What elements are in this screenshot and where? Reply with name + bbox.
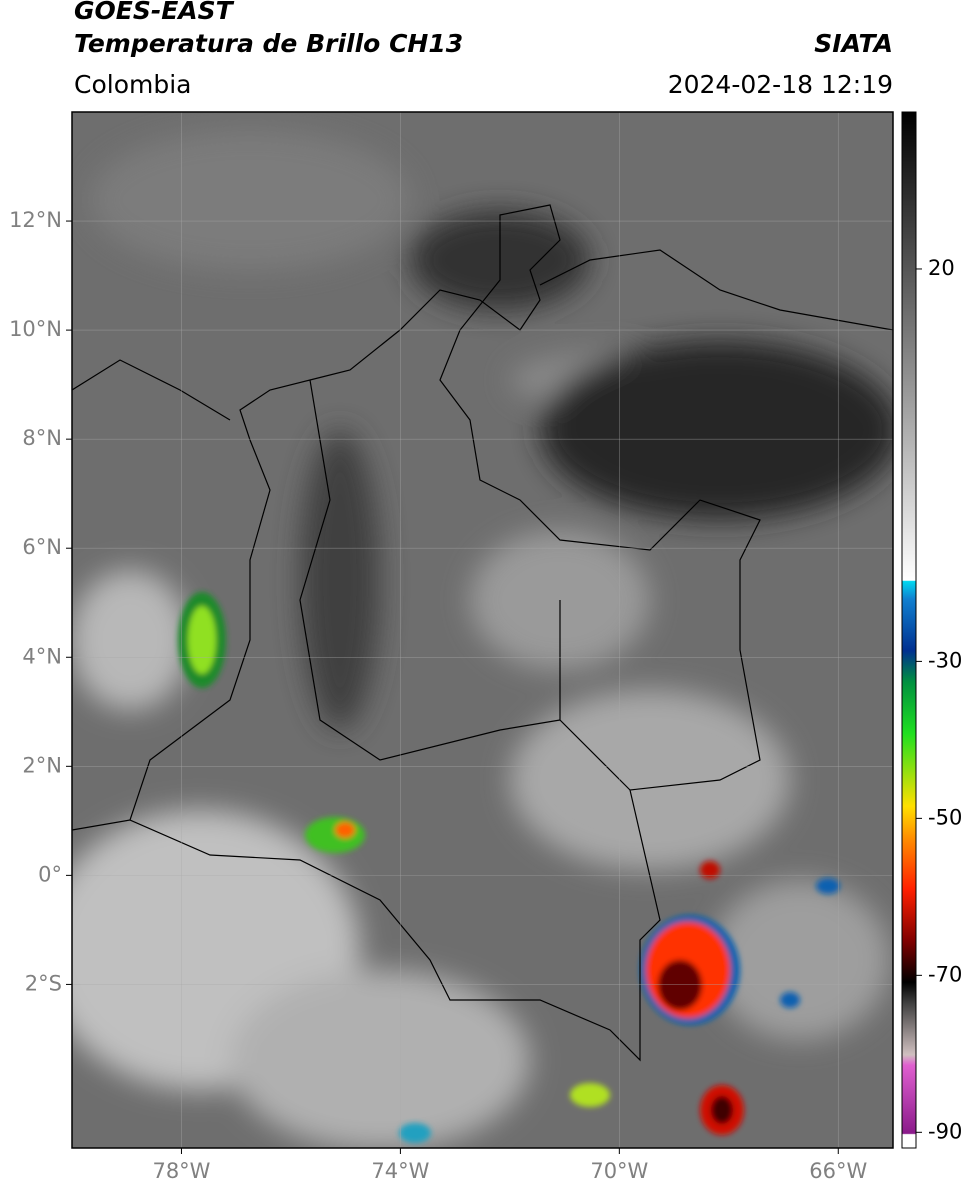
lat-label: 12°N — [9, 208, 62, 232]
lat-label: 6°N — [22, 535, 62, 559]
lon-label: 66°W — [809, 1159, 867, 1183]
lat-label: 4°N — [22, 644, 62, 668]
lat-label: 2°S — [25, 971, 62, 995]
lat-label: 10°N — [9, 317, 62, 341]
colorbar-label: -30 — [928, 648, 962, 672]
lon-label: 70°W — [590, 1159, 648, 1183]
lon-label: 74°W — [371, 1159, 429, 1183]
lat-label: 0° — [38, 862, 62, 886]
colorbar-label: 20 — [928, 256, 955, 280]
lat-label: 8°N — [22, 426, 62, 450]
region: Colombia — [74, 70, 191, 99]
colorbar — [901, 111, 917, 1149]
product: Temperatura de Brillo CH13 — [74, 29, 463, 58]
lon-label: 78°W — [152, 1159, 210, 1183]
map-frame — [71, 111, 894, 1149]
colorbar-label: -90 — [928, 1119, 962, 1143]
source: SIATA — [814, 29, 893, 58]
satellite-image — [72, 112, 893, 1148]
lat-label: 2°N — [22, 753, 62, 777]
colorbar-label: -50 — [928, 805, 962, 829]
datetime: 2024-02-18 12:19 — [668, 70, 893, 99]
colorbar-label: -70 — [928, 962, 962, 986]
title: GOES-EAST — [74, 0, 235, 25]
